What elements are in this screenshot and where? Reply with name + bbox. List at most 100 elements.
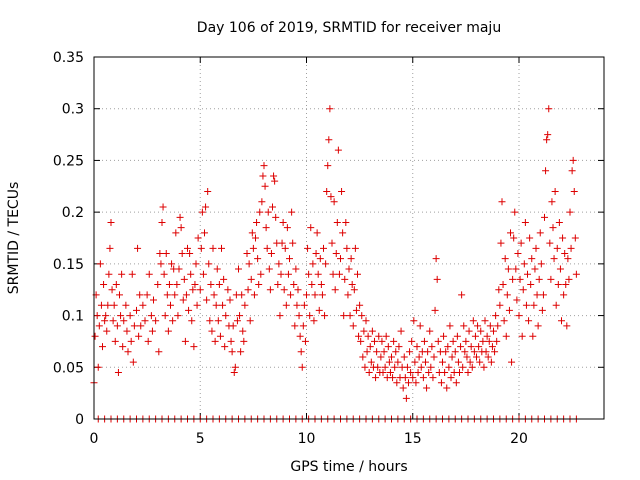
data-point-marker — [505, 306, 513, 314]
data-point-marker — [360, 327, 368, 335]
data-point-marker — [521, 218, 529, 226]
data-point-marker — [305, 270, 313, 278]
data-point-marker — [245, 260, 253, 268]
data-point-marker — [448, 353, 456, 361]
data-point-marker — [192, 260, 200, 268]
data-point-marker — [543, 136, 551, 144]
data-point-marker — [263, 244, 271, 252]
data-point-marker — [570, 187, 578, 195]
data-point-marker — [423, 384, 431, 392]
data-point-marker — [469, 317, 477, 325]
data-point-marker — [340, 312, 348, 320]
data-point-marker — [181, 337, 189, 345]
data-point-marker — [397, 327, 405, 335]
data-point-marker — [431, 306, 439, 314]
data-point-marker — [246, 317, 254, 325]
data-point-marker — [266, 286, 274, 294]
data-point-marker — [284, 270, 292, 278]
data-point-marker — [163, 291, 171, 299]
y-tick-label: 0.3 — [62, 102, 84, 118]
data-point-marker — [464, 368, 472, 376]
data-point-marker — [388, 353, 395, 361]
data-point-marker — [174, 312, 182, 320]
data-point-marker — [190, 343, 198, 351]
data-point-marker — [221, 343, 229, 351]
data-point-marker — [109, 317, 117, 325]
data-point-marker — [527, 281, 535, 289]
data-point-marker — [265, 265, 273, 273]
data-point-marker — [113, 322, 121, 330]
data-point-marker — [272, 213, 280, 221]
data-point-marker — [501, 255, 509, 263]
data-point-marker — [193, 301, 201, 309]
data-point-marker — [409, 374, 417, 382]
data-point-marker — [243, 250, 251, 258]
data-point-marker — [560, 291, 568, 299]
data-point-marker — [525, 317, 533, 325]
data-point-marker — [428, 343, 436, 351]
data-point-marker — [564, 255, 572, 263]
data-point-marker — [147, 312, 155, 320]
data-point-marker — [215, 281, 223, 289]
data-point-marker — [443, 384, 451, 392]
data-point-marker — [541, 213, 548, 221]
data-point-marker — [553, 244, 561, 252]
x-tick-label: 5 — [196, 431, 205, 447]
data-point-marker — [531, 265, 539, 273]
y-axis-label: SRMTID / TECUs — [6, 182, 22, 295]
y-tick-label: 0.35 — [53, 50, 84, 66]
data-point-marker — [261, 182, 269, 190]
data-point-marker — [432, 255, 440, 263]
data-point-marker — [392, 348, 400, 356]
data-point-marker — [249, 244, 257, 252]
y-tick-label: 0.15 — [53, 257, 84, 273]
data-point-marker — [454, 358, 462, 366]
data-point-marker — [347, 255, 355, 263]
data-point-marker — [237, 348, 245, 356]
data-point-marker — [571, 234, 579, 242]
data-point-marker — [477, 327, 485, 335]
data-point-marker — [466, 358, 474, 366]
data-point-marker — [136, 291, 144, 299]
data-point-marker — [439, 358, 446, 366]
data-point-marker — [357, 337, 365, 345]
data-point-marker — [97, 301, 105, 309]
data-point-marker — [384, 343, 392, 351]
data-point-marker — [528, 255, 536, 263]
data-point-marker — [270, 172, 278, 180]
data-point-marker — [318, 291, 326, 299]
data-point-marker — [493, 337, 501, 345]
x-axis-ticks: 0 5 10 15 20 — [90, 57, 528, 447]
data-point-marker — [538, 306, 546, 314]
data-point-marker — [456, 368, 463, 376]
data-point-marker — [339, 229, 347, 237]
data-point-marker — [135, 332, 143, 340]
data-point-marker — [530, 301, 538, 309]
data-point-marker — [452, 379, 460, 387]
data-point-marker — [108, 286, 116, 294]
data-point-marker — [206, 317, 214, 325]
data-point-marker — [441, 368, 449, 376]
data-point-marker — [105, 270, 113, 278]
data-point-marker — [554, 281, 562, 289]
data-point-marker — [544, 131, 552, 139]
y-tick-label: 0.1 — [62, 309, 84, 325]
data-point-marker — [247, 275, 255, 283]
data-point-marker — [182, 291, 190, 299]
data-point-marker — [260, 162, 268, 170]
data-point-marker — [119, 343, 127, 351]
data-point-marker — [480, 363, 488, 371]
data-point-marker — [178, 250, 186, 258]
data-point-marker — [248, 229, 256, 237]
data-point-marker — [467, 343, 475, 351]
data-point-marker — [433, 275, 441, 283]
data-point-marker — [559, 234, 567, 242]
data-point-marker — [168, 260, 176, 268]
data-point-marker — [373, 348, 381, 356]
x-axis-label: GPS time / hours — [290, 459, 407, 475]
data-point-marker — [474, 322, 482, 330]
data-point-marker — [208, 327, 216, 335]
data-point-marker — [366, 343, 374, 351]
data-point-marker — [446, 322, 454, 330]
